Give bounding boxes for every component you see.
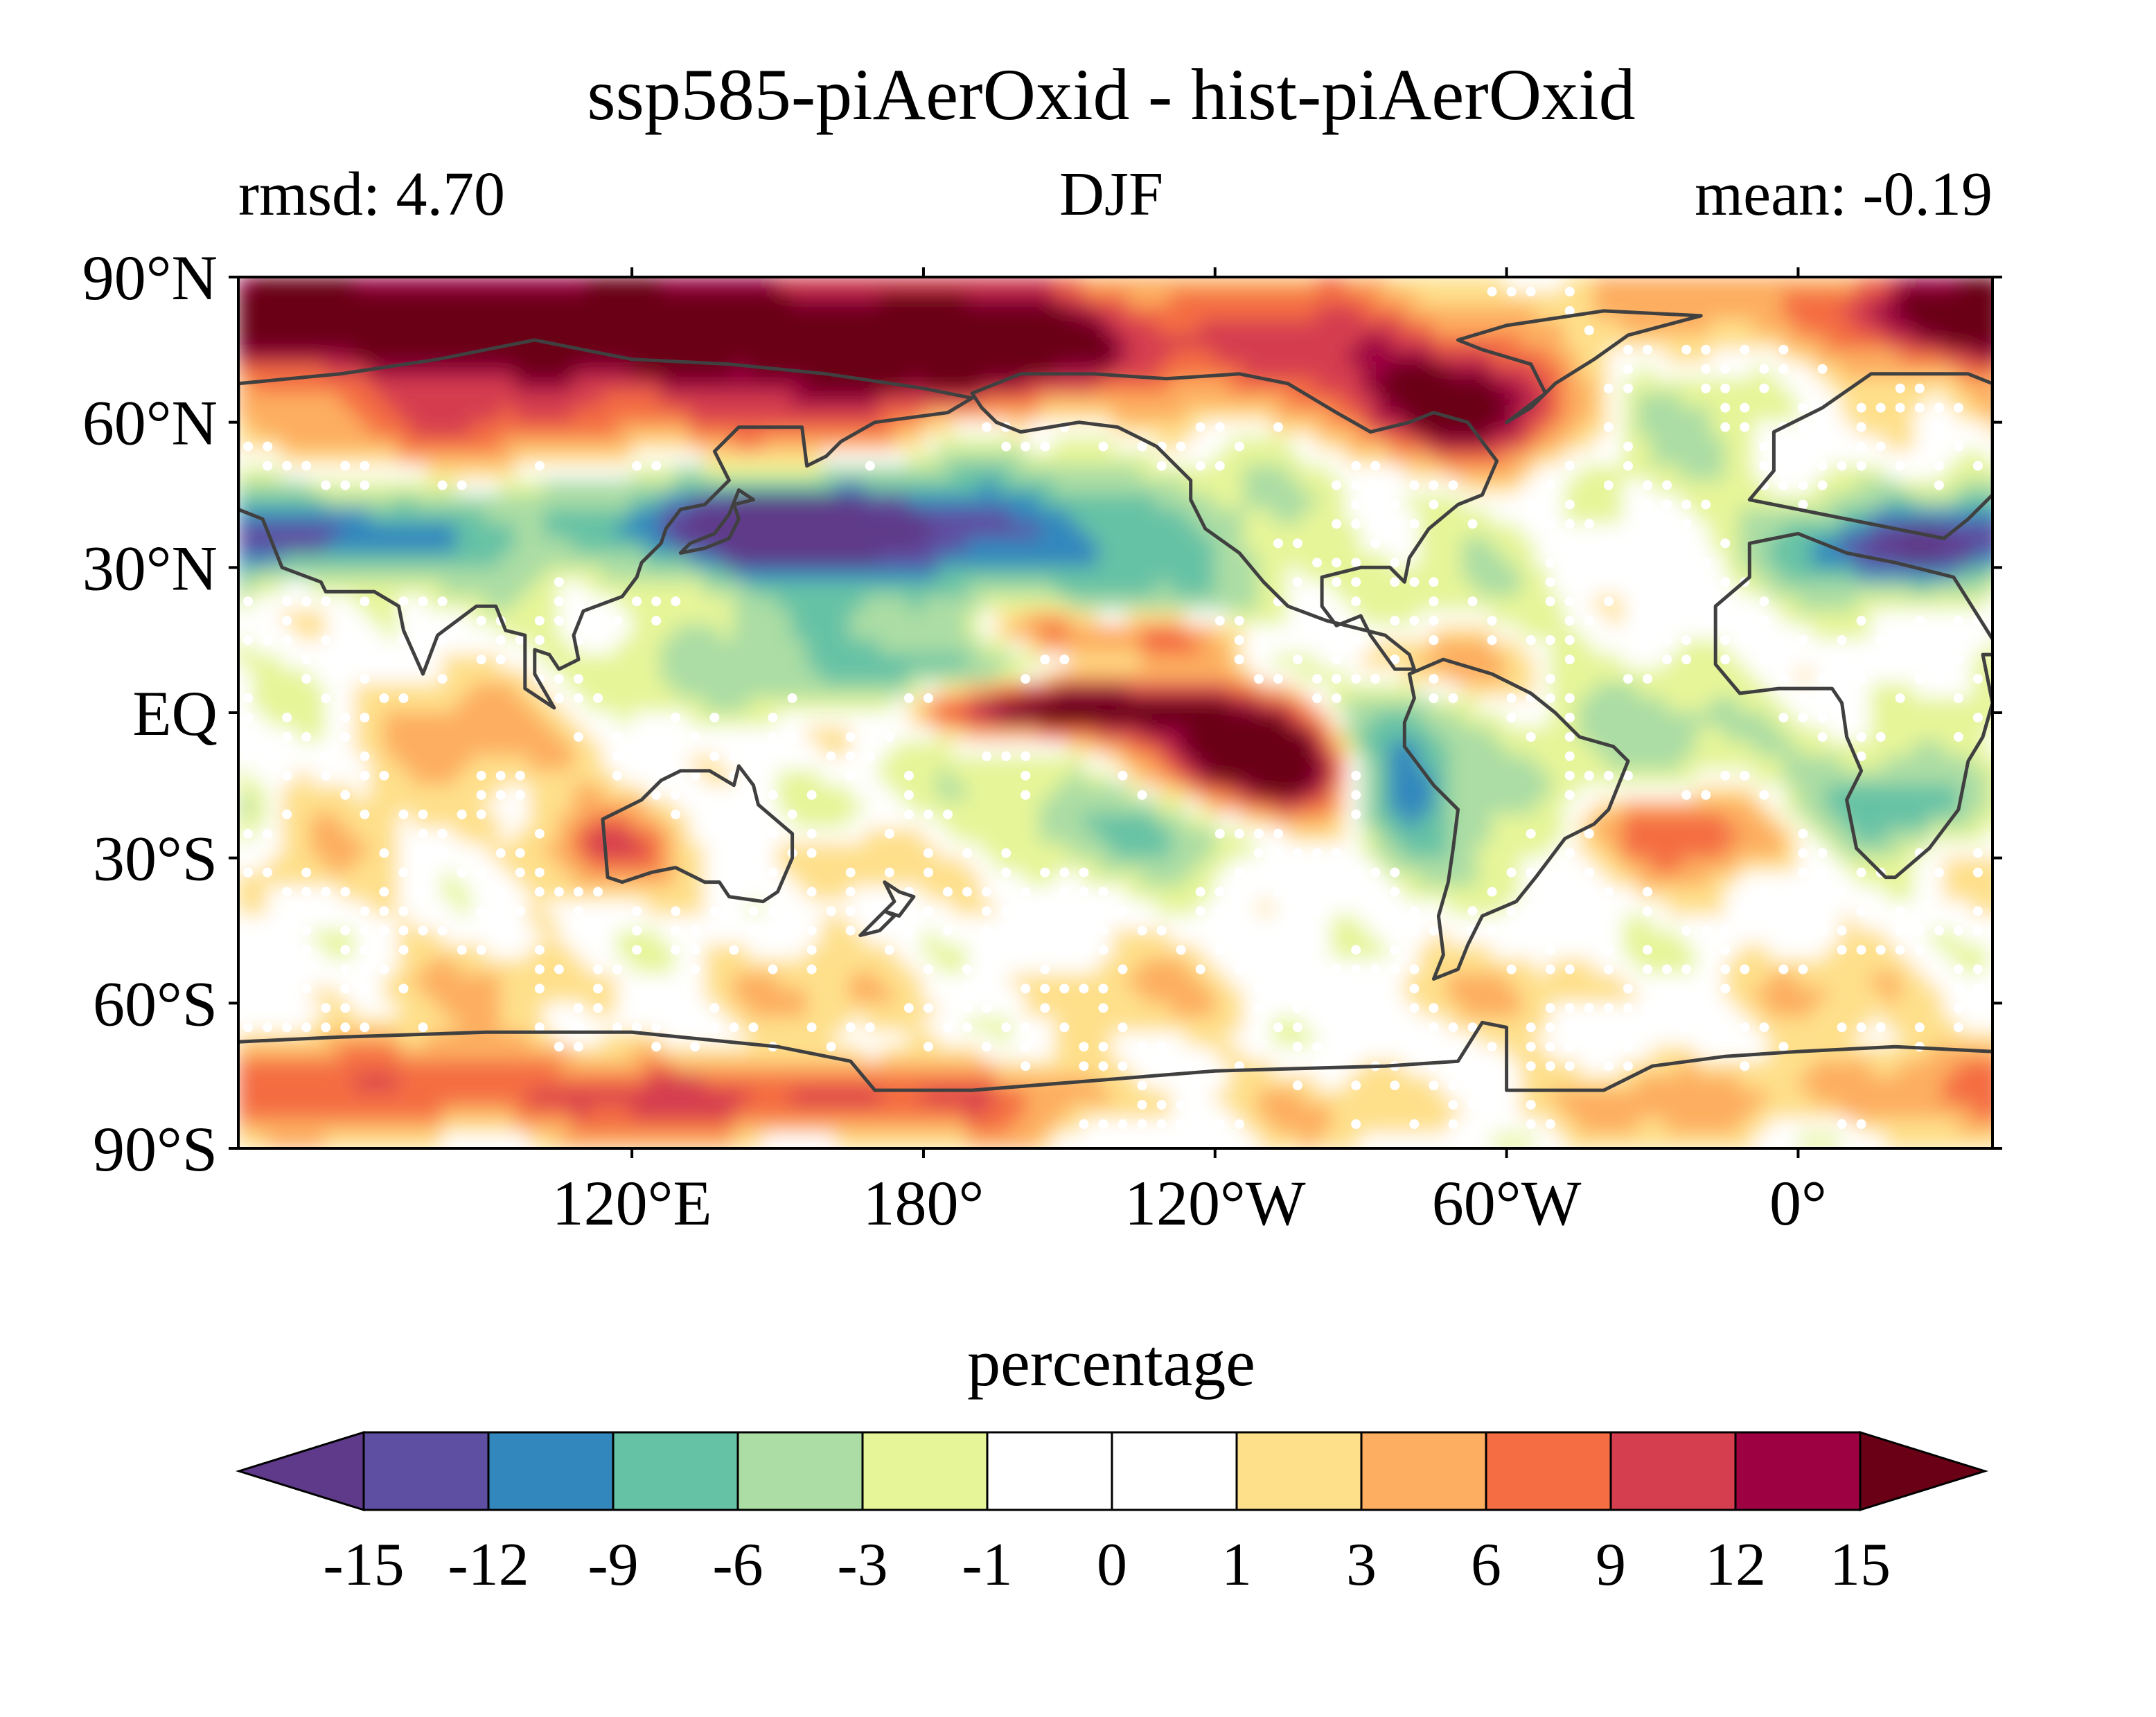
colorbar-swatch — [861, 1431, 989, 1511]
colorbar-under-arrow — [235, 1430, 365, 1512]
colorbar-tick-label: 12 — [1705, 1531, 1766, 1599]
colorbar-tick-label: -1 — [962, 1531, 1012, 1599]
colorbar-swatch — [986, 1431, 1113, 1511]
coastlines — [238, 309, 1992, 1092]
lat-label: 90°N — [82, 242, 218, 313]
colorbar-swatch — [362, 1431, 490, 1511]
mean-label: mean: -0.19 — [1695, 160, 1992, 229]
colorbar-swatch — [1235, 1431, 1363, 1511]
colorbar-tick-label: -12 — [448, 1531, 529, 1599]
lon-label: 60°W — [1432, 1168, 1582, 1238]
colorbar-swatch — [1111, 1431, 1238, 1511]
lat-label: 30°S — [93, 824, 218, 894]
latitude-labels: 90°N 60°N 30°N EQ 30°S 60°S 90°S — [82, 242, 218, 1184]
lat-label: 90°S — [93, 1114, 218, 1184]
map-panel — [238, 277, 1992, 1148]
colorbar-tick-label: 3 — [1346, 1531, 1377, 1599]
colorbar-tick-label: 6 — [1471, 1531, 1501, 1599]
rmsd-label: rmsd: 4.70 — [238, 160, 505, 229]
colorbar-tick-label: -9 — [587, 1531, 638, 1599]
anomaly-field — [238, 277, 1992, 1148]
lon-label: 180° — [863, 1168, 984, 1238]
colorbar-tick-label: 9 — [1596, 1531, 1626, 1599]
colorbar-tick-label: 0 — [1097, 1531, 1127, 1599]
colorbar-tick-label: 1 — [1221, 1531, 1252, 1599]
longitude-labels: 120°E 180° 120°W 60°W 0° — [552, 1168, 1827, 1238]
colorbar-swatch — [736, 1431, 864, 1511]
colorbar-swatch — [1734, 1431, 1862, 1511]
map-ticks — [229, 267, 2002, 1158]
colorbar-swatch — [487, 1431, 615, 1511]
lon-label: 0° — [1769, 1168, 1827, 1238]
lat-label: 30°N — [82, 533, 218, 603]
colorbar: -15 -12 -9 -6 -3 -1 0 1 3 6 9 12 15 — [235, 1430, 1989, 1599]
colorbar-tick-label: -3 — [837, 1531, 887, 1599]
lat-label: EQ — [132, 678, 218, 749]
significance-stippling — [243, 286, 1983, 1130]
season-label: DJF — [1059, 160, 1163, 229]
colorbar-swatch — [1485, 1431, 1612, 1511]
colorbar-tick-label: -6 — [712, 1531, 763, 1599]
colorbar-tick-label: 15 — [1830, 1531, 1891, 1599]
lon-label: 120°E — [552, 1168, 712, 1238]
colorbar-over-arrow — [1859, 1430, 1989, 1512]
colorbar-swatch — [612, 1431, 739, 1511]
colorbar-tick-label: -15 — [323, 1531, 404, 1599]
colorbar-swatch — [1609, 1431, 1737, 1511]
lat-label: 60°N — [82, 388, 218, 459]
colorbar-swatch — [1360, 1431, 1487, 1511]
figure-title: ssp585-piAerOxid - hist-piAerOxid — [587, 54, 1635, 135]
colorbar-label: percentage — [967, 1326, 1255, 1400]
lon-label: 120°W — [1124, 1168, 1306, 1238]
lat-label: 60°S — [93, 968, 218, 1039]
